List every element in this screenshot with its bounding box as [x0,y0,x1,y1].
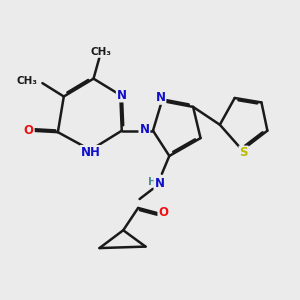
Text: S: S [239,146,248,160]
Text: N: N [155,91,165,104]
Text: N: N [140,123,149,136]
Text: N: N [117,88,127,101]
Text: O: O [24,124,34,137]
Text: CH₃: CH₃ [91,47,112,57]
Text: O: O [158,206,168,219]
Text: H: H [148,177,157,187]
Text: N: N [154,177,164,190]
Text: CH₃: CH₃ [17,76,38,86]
Text: NH: NH [81,146,100,159]
